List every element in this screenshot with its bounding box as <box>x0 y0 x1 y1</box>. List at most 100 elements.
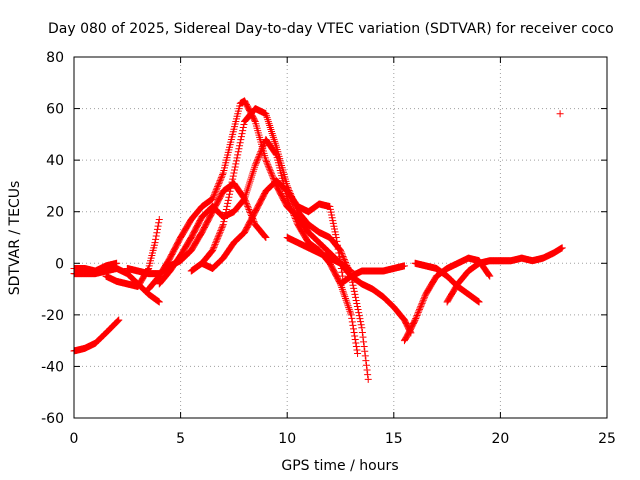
data-point <box>210 243 218 251</box>
data-point <box>233 154 241 162</box>
data-point <box>340 289 348 297</box>
data-point <box>226 190 234 198</box>
data-point <box>289 210 297 218</box>
data-point <box>400 262 408 270</box>
data-point <box>153 229 161 237</box>
data-point <box>415 307 423 315</box>
data-point <box>218 172 226 180</box>
data-point <box>257 146 265 154</box>
data-point <box>345 304 353 312</box>
data-point <box>352 339 360 347</box>
data-point <box>115 316 123 324</box>
data-point <box>556 110 564 118</box>
data-point <box>351 290 359 298</box>
data-point <box>211 189 219 197</box>
data-point <box>232 160 240 168</box>
data-point <box>486 272 494 280</box>
data-point <box>215 230 223 238</box>
data-point <box>266 165 274 173</box>
data-point <box>209 195 217 203</box>
data-point <box>262 156 270 164</box>
data-point <box>217 225 225 233</box>
data-point <box>255 152 263 160</box>
x-axis-title: GPS time / hours <box>281 458 398 474</box>
data-point <box>245 205 253 213</box>
x-tick-label: 15 <box>385 431 403 447</box>
data-point <box>224 196 232 204</box>
y-tick-label: 60 <box>46 102 64 118</box>
data-point <box>254 155 262 163</box>
y-tick-label: -40 <box>41 359 64 375</box>
data-point <box>237 136 245 144</box>
data-point <box>349 281 357 289</box>
data-point <box>155 215 163 223</box>
data-point <box>262 234 270 241</box>
data-marks <box>70 97 566 383</box>
data-point <box>261 233 269 241</box>
data-point <box>259 142 267 150</box>
data-point <box>350 284 358 292</box>
data-point <box>351 332 359 340</box>
y-tick-label: 80 <box>46 50 64 66</box>
data-point <box>243 201 251 209</box>
data-point <box>210 190 218 198</box>
data-point <box>413 311 421 319</box>
data-point <box>216 228 224 236</box>
data-point <box>154 222 162 230</box>
data-point <box>284 198 292 206</box>
data-point <box>338 268 346 276</box>
data-point <box>264 161 272 169</box>
data-point <box>152 235 160 243</box>
data-point <box>214 183 222 191</box>
data-point <box>257 148 265 156</box>
data-point <box>215 178 223 186</box>
data-point <box>359 333 367 341</box>
data-point <box>355 312 363 320</box>
data-point <box>244 202 252 210</box>
data-point <box>214 233 222 241</box>
data-point <box>475 298 483 306</box>
data-point <box>356 315 364 323</box>
data-point <box>266 167 274 175</box>
data-point <box>333 237 341 245</box>
data-point <box>293 218 301 226</box>
data-point <box>234 148 242 156</box>
data-point <box>235 145 243 153</box>
data-point <box>258 145 266 153</box>
data-point <box>114 317 122 325</box>
data-point <box>212 186 220 194</box>
data-point <box>226 187 234 195</box>
data-point <box>244 204 252 212</box>
data-point <box>224 199 232 207</box>
data-point <box>558 244 566 252</box>
chart-title: Day 080 of 2025, Sidereal Day-to-day VTE… <box>48 21 614 37</box>
data-point <box>417 302 425 310</box>
data-point <box>362 357 370 365</box>
data-point <box>357 321 365 329</box>
data-point <box>212 239 220 247</box>
y-tick-label: 0 <box>55 256 64 272</box>
y-tick-label: -60 <box>41 411 64 427</box>
data-point <box>251 116 259 124</box>
data-point <box>412 314 420 322</box>
data-point <box>259 143 267 151</box>
data-point <box>358 328 366 336</box>
data-point <box>363 366 371 374</box>
data-point <box>214 181 222 189</box>
data-point <box>288 205 296 213</box>
data-point <box>230 169 238 177</box>
data-point <box>254 154 262 162</box>
data-point <box>219 221 227 229</box>
data-point <box>345 305 353 313</box>
data-point <box>219 222 227 230</box>
data-point <box>114 317 122 325</box>
data-point <box>291 215 299 223</box>
data-point <box>215 231 223 239</box>
data-point <box>414 308 422 316</box>
y-tick-label: 40 <box>46 153 64 169</box>
data-point <box>215 180 223 188</box>
y-axis-title: SDTVAR / TECUs <box>7 181 23 296</box>
data-point <box>358 324 366 332</box>
data-point <box>227 181 235 189</box>
data-point <box>352 293 360 301</box>
